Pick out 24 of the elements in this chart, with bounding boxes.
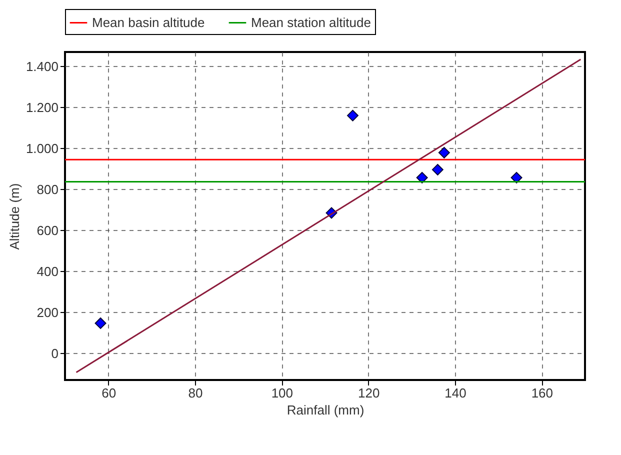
- x-tick-label: 120: [358, 386, 380, 400]
- point: [416, 172, 428, 184]
- point: [438, 146, 450, 158]
- legend-label: Mean station altitude: [251, 14, 371, 30]
- x-axis-title: Rainfall (mm): [286, 402, 364, 418]
- y-axis-title: Altitude (m): [6, 183, 22, 250]
- point: [346, 110, 358, 122]
- y-tick-label: 200: [36, 304, 58, 320]
- y-tick-label: 1.000: [26, 140, 58, 156]
- x-tick-label: 60: [102, 386, 116, 400]
- x-tick-label: 160: [531, 386, 554, 400]
- y-tick-label: 600: [36, 222, 58, 238]
- x-tick-label: 80: [188, 386, 203, 400]
- x-tick-label: 140: [444, 386, 466, 400]
- y-tick-label: 800: [36, 182, 58, 197]
- point: [94, 317, 106, 329]
- legend-label: Mean basin altitude: [92, 14, 205, 30]
- y-tick-label: 1.400: [26, 58, 58, 74]
- y-tick-label: 1.200: [26, 100, 58, 115]
- x-tick-label: 100: [271, 386, 294, 400]
- point: [510, 172, 522, 184]
- y-tick-label: 400: [36, 264, 58, 279]
- point: [432, 164, 444, 176]
- y-tick-label: 0: [51, 346, 58, 361]
